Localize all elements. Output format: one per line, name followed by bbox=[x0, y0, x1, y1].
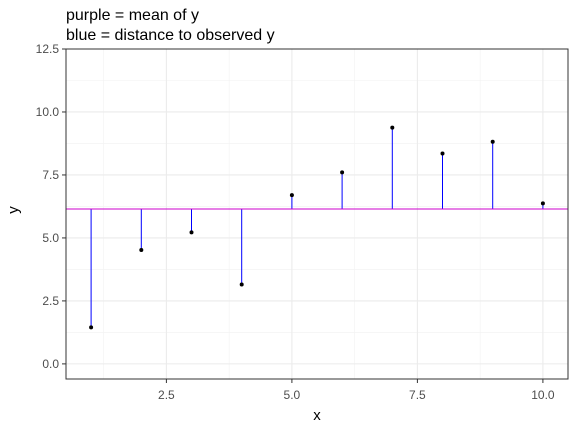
data-points bbox=[89, 125, 545, 330]
data-point bbox=[440, 151, 445, 156]
y-axis-title: y bbox=[5, 206, 22, 214]
data-point bbox=[239, 282, 244, 287]
title-line-1: purple = mean of y bbox=[66, 7, 199, 24]
data-point bbox=[390, 125, 395, 130]
data-point bbox=[289, 193, 294, 198]
data-point bbox=[490, 139, 495, 144]
y-tick-label: 2.5 bbox=[42, 294, 59, 308]
minor-grid bbox=[66, 49, 568, 379]
x-tick-label: 7.5 bbox=[409, 388, 426, 402]
x-tick-label: 5.0 bbox=[284, 388, 301, 402]
x-tick-label: 10.0 bbox=[531, 388, 555, 402]
data-point bbox=[340, 170, 345, 175]
residual-segments bbox=[90, 127, 544, 328]
y-tick-label: 10.0 bbox=[36, 105, 60, 119]
x-axis-ticks: 2.5 5.0 7.5 10.0 bbox=[158, 379, 555, 402]
y-axis-ticks: 0.0 2.5 5.0 7.5 10.0 12.5 bbox=[36, 42, 66, 371]
x-axis-title: x bbox=[313, 407, 321, 424]
data-point bbox=[89, 325, 94, 330]
chart-title: purple = mean of y blue = distance to ob… bbox=[66, 6, 275, 46]
y-tick-label: 7.5 bbox=[42, 168, 59, 182]
y-tick-label: 5.0 bbox=[42, 231, 59, 245]
y-tick-label: 0.0 bbox=[42, 357, 59, 371]
y-tick-label: 12.5 bbox=[36, 42, 60, 56]
data-point bbox=[139, 248, 144, 253]
x-tick-label: 2.5 bbox=[158, 388, 175, 402]
panel-border bbox=[65, 48, 569, 380]
data-point bbox=[189, 230, 194, 235]
data-point bbox=[540, 201, 545, 206]
title-line-2: blue = distance to observed y bbox=[66, 27, 275, 44]
